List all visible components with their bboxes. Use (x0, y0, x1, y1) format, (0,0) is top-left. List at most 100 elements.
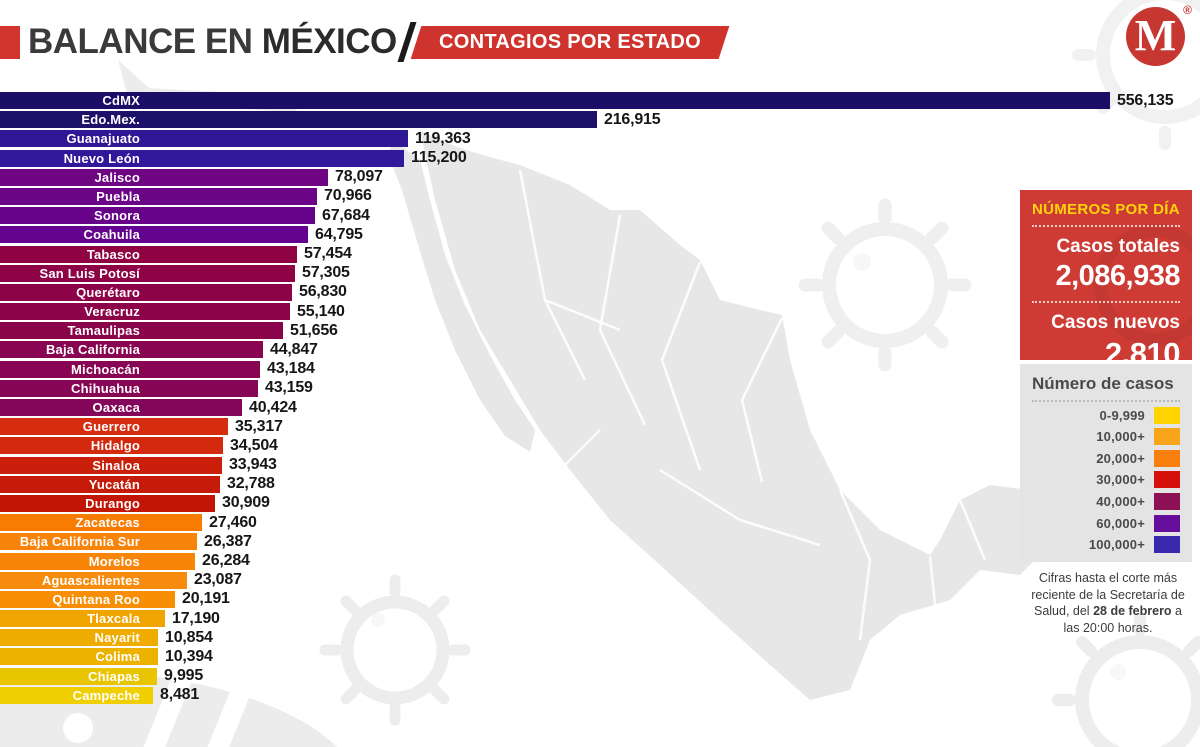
footnote-post: a las 20:00 horas. (1063, 604, 1183, 635)
state-label: Colima (95, 649, 140, 665)
bar-row: Hidalgo 34,504 (0, 437, 1200, 455)
case-count-label: 33,943 (229, 456, 277, 474)
bar-row: Sonora 67,684 (0, 206, 1200, 225)
state-label: Morelos (88, 553, 140, 569)
case-count-label: 30,909 (222, 494, 270, 512)
bar-row: Campeche 8,481 (0, 686, 1200, 704)
bar-row: Morelos 26,284 (0, 552, 1200, 570)
case-count-label: 57,454 (304, 245, 352, 262)
state-bar: Aguascalientes (0, 571, 187, 589)
state-bar: Coahuila (0, 226, 308, 244)
bar-row: Tabasco 57,454 (0, 245, 1200, 263)
state-label: Guanajuato (66, 131, 140, 147)
page-title-regular: BALANCE EN (28, 22, 262, 61)
state-label: Querétaro (76, 284, 140, 300)
legend-item: 10,000+ (1032, 428, 1180, 446)
bar-row: San Luis Potosí 57,305 (0, 264, 1200, 282)
case-count-label: 216,915 (604, 110, 661, 128)
logo-letter: M (1134, 11, 1177, 60)
case-count-label: 51,656 (290, 321, 338, 339)
case-count-label: 10,854 (165, 628, 213, 646)
legend-color-swatch (1154, 428, 1180, 446)
legend-item-label: 100,000+ (1088, 537, 1145, 553)
case-count-label: 64,795 (315, 225, 363, 243)
legend-item-label: 0-9,999 (1099, 407, 1145, 423)
state-bar: Tlaxcala (0, 610, 165, 628)
case-count-label: 9,995 (164, 667, 204, 685)
bar-row: Guerrero 35,317 (0, 417, 1200, 436)
bar-row: Edo.Mex. 216,915 (0, 110, 1200, 129)
case-count-label: 20,191 (182, 590, 230, 608)
state-bar: Colima (0, 648, 158, 666)
legend-item-label: 60,000+ (1096, 515, 1145, 531)
state-label: Edo.Mex. (81, 112, 140, 128)
state-bar: Zacatecas (0, 514, 202, 532)
legend-rows: 0-9,999 10,000+ 20,000+ 30,000+ 40,000+ … (1032, 406, 1180, 554)
state-bar: Morelos (0, 552, 195, 570)
milenio-m-logo: M ® (1126, 3, 1192, 66)
bar-row: Tamaulipas 51,656 (0, 321, 1200, 340)
legend-item: 40,000+ (1032, 492, 1180, 510)
state-bar: Quintana Roo (0, 590, 175, 608)
case-count-label: 67,684 (322, 206, 370, 224)
header: BALANCE EN MÉXICO CONTAGIOS POR ESTADO M… (0, 0, 1200, 80)
case-count-label: 35,317 (235, 417, 283, 435)
bar-row: Michoacán 43,184 (0, 360, 1200, 378)
state-bar: Hidalgo (0, 437, 223, 455)
legend-item: 100,000+ (1032, 536, 1180, 554)
legend-item: 20,000+ (1032, 449, 1180, 467)
state-label: Tamaulipas (67, 323, 140, 339)
footnote: Cifras hasta el corte más reciente de la… (1026, 570, 1190, 636)
case-count-label: 27,460 (209, 513, 257, 531)
case-count-label: 43,184 (267, 360, 315, 378)
footnote-date: 28 de febrero (1093, 604, 1172, 618)
case-count-label: 78,097 (335, 168, 383, 186)
bar-row: Veracruz 55,140 (0, 303, 1200, 321)
bar-row: Chihuahua 43,159 (0, 379, 1200, 397)
bar-row: Quintana Roo 20,191 (0, 590, 1200, 608)
bar-row: Nuevo León 115,200 (0, 149, 1200, 167)
legend-color-swatch (1154, 449, 1180, 467)
state-bar: Sonora (0, 207, 315, 225)
state-label: Yucatán (88, 476, 140, 492)
bar-row: Coahuila 64,795 (0, 225, 1200, 244)
state-label: Baja California Sur (19, 534, 140, 550)
case-count-label: 115,200 (411, 149, 467, 167)
page-title: BALANCE EN MÉXICO (28, 22, 397, 62)
legend-color-swatch (1154, 536, 1180, 554)
state-bar: Chiapas (0, 667, 157, 685)
bar-row: Oaxaca 40,424 (0, 399, 1200, 416)
bar-row: Tlaxcala 17,190 (0, 610, 1200, 628)
legend-item-label: 10,000+ (1096, 429, 1145, 445)
bar-row: Jalisco 78,097 (0, 168, 1200, 186)
bar-row: Sinaloa 33,943 (0, 456, 1200, 474)
state-label: Zacatecas (75, 515, 140, 531)
state-bar: Baja California Sur (0, 533, 197, 551)
case-count-label: 56,830 (299, 283, 347, 301)
state-label: San Luis Potosí (39, 265, 140, 281)
legend-item-label: 30,000+ (1096, 472, 1145, 488)
registered-mark: ® (1183, 3, 1192, 17)
legend-color-swatch (1154, 492, 1180, 510)
bar-row: Nayarit 10,854 (0, 628, 1200, 647)
case-count-label: 8,481 (160, 686, 200, 704)
bar-row: Querétaro 56,830 (0, 283, 1200, 301)
state-label: Baja California (45, 342, 140, 358)
state-label: Nuevo León (63, 150, 140, 166)
state-bar: Guerrero (0, 418, 228, 436)
legend-item: 60,000+ (1032, 514, 1180, 532)
state-bar: Guanajuato (0, 130, 408, 148)
state-bar: Baja California (0, 341, 263, 359)
state-label: Michoacán (71, 361, 140, 377)
case-count-label: 10,394 (165, 647, 213, 665)
legend-color-swatch (1154, 471, 1180, 489)
legend-item-label: 20,000+ (1096, 450, 1145, 466)
case-count-label: 57,305 (302, 264, 350, 282)
bar-row: Aguascalientes 23,087 (0, 571, 1200, 589)
case-count-label: 40,424 (249, 398, 297, 416)
total-cases-value: 2,086,938 (1032, 260, 1181, 303)
bar-row: Baja California Sur 26,387 (0, 533, 1200, 551)
subtitle-ribbon: CONTAGIOS POR ESTADO (416, 26, 724, 59)
state-label: Durango (85, 495, 140, 511)
state-label: Chihuahua (71, 380, 140, 396)
